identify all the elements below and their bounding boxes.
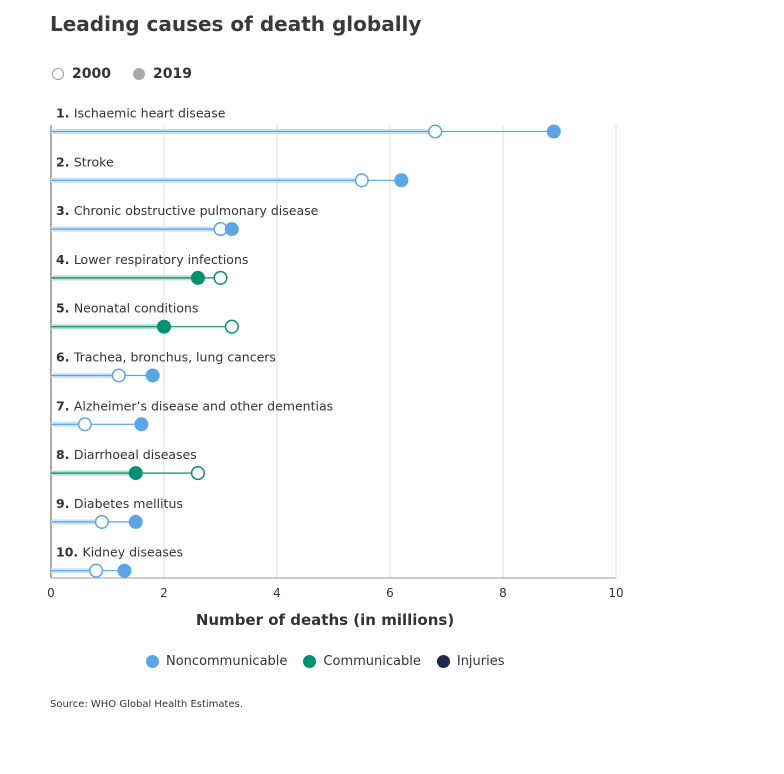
open-circle-icon	[52, 68, 64, 80]
legend-label-noncommunicable: Noncommunicable	[166, 654, 288, 669]
noncommunicable-dot-icon	[146, 655, 159, 668]
x-axis-label: Number of deaths (in millions)	[196, 611, 454, 629]
point-2019	[134, 417, 149, 432]
point-2019	[145, 368, 160, 383]
point-2019	[394, 173, 409, 188]
legend-item-communicable[interactable]: Communicable	[303, 654, 421, 669]
communicable-dot-icon	[303, 655, 317, 668]
row-label: 10. Kidney diseases	[56, 545, 183, 560]
point-2019	[128, 514, 143, 529]
legend-item-noncommunicable[interactable]: Noncommunicable	[146, 654, 287, 669]
point-2019	[546, 124, 561, 139]
point-2000	[190, 466, 205, 481]
x-tick-label: 2	[160, 586, 168, 600]
legend-item-2000[interactable]: 2000	[52, 66, 111, 82]
x-tick-label: 4	[273, 586, 281, 600]
row-label: 5. Neonatal conditions	[56, 301, 198, 316]
point-2019	[224, 222, 239, 237]
row-label: 1. Ischaemic heart disease	[56, 106, 226, 121]
row-label: 4. Lower respiratory infections	[56, 252, 248, 267]
legend-item-2019[interactable]: 2019	[132, 66, 192, 82]
row-label: 7. Alzheimer’s disease and other dementi…	[56, 398, 333, 413]
x-tick-label: 8	[499, 586, 507, 600]
point-2019	[190, 270, 205, 285]
row-label: 3. Chronic obstructive pulmonary disease	[56, 203, 319, 218]
row-label: 9. Diabetes mellitus	[56, 496, 183, 511]
injuries-dot-icon	[436, 655, 450, 668]
point-2000	[77, 417, 92, 432]
x-tick-label: 6	[386, 586, 394, 600]
filled-circle-icon	[132, 68, 145, 80]
point-2000	[213, 270, 228, 285]
row-label: 6. Trachea, bronchus, lung cancers	[56, 350, 276, 365]
chart-title: Leading causes of death globally	[50, 12, 422, 36]
row-label: 8. Diarrhoeal diseases	[56, 447, 197, 462]
point-2019	[157, 319, 171, 334]
x-tick-label: 10	[608, 586, 623, 600]
point-2019	[128, 466, 143, 481]
point-2019	[117, 563, 132, 578]
legend-label-2000: 2000	[72, 66, 111, 82]
point-2000	[224, 319, 239, 334]
point-2000	[89, 563, 104, 578]
point-2000	[428, 124, 443, 139]
legend-label-communicable: Communicable	[323, 654, 421, 669]
point-2000	[111, 368, 126, 383]
year-legend: 2000 2019	[52, 66, 214, 82]
point-2000	[94, 514, 109, 529]
dumbbell-chart: 0 2 4 6 8 10 Number of deaths (in millions) 1. …	[47, 106, 623, 630]
category-legend: Noncommunicable Communicable Injuries	[146, 654, 521, 669]
legend-label-injuries: Injuries	[456, 654, 505, 669]
point-2000	[354, 173, 369, 188]
legend-label-2019: 2019	[152, 66, 192, 82]
source-note: Source: WHO Global Health Estimates.	[50, 699, 244, 710]
row-label: 2. Stroke	[56, 154, 114, 169]
legend-item-injuries[interactable]: Injuries	[436, 654, 505, 669]
x-tick-label: 0	[47, 586, 55, 600]
